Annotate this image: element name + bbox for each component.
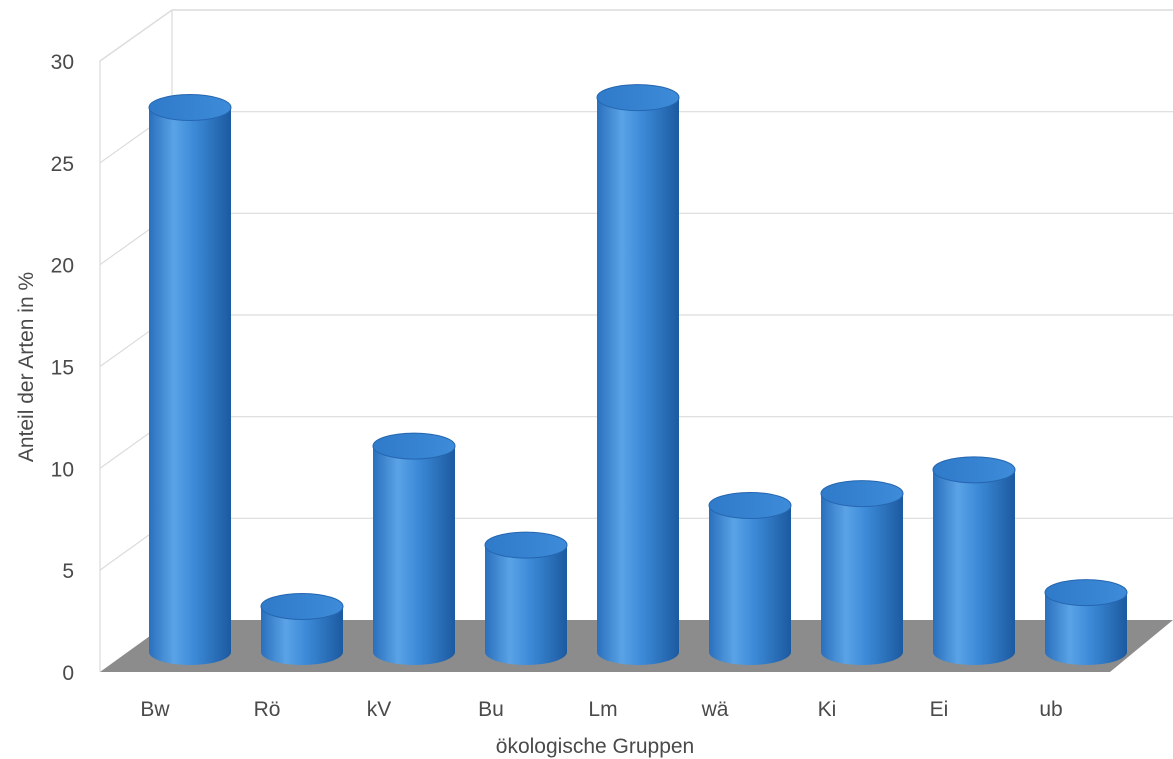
bar-body [149,107,231,665]
bar-top [932,456,1016,484]
y-tick-label: 15 [51,357,74,380]
x-tick-label: Ki [818,698,837,721]
y-tick-label: 0 [62,662,74,685]
y-axis-title: Anteil der Arten in % [15,272,38,462]
x-tick-label: Ei [930,698,949,721]
bar-top [596,84,680,112]
bar-body [1045,592,1127,665]
bar-top [372,432,456,460]
bar [820,480,904,665]
bar-top [484,531,568,559]
bars [148,84,1128,665]
bar [596,84,680,665]
bar-body [933,469,1015,665]
back-wall-top-edge [99,9,1173,62]
bar [260,592,344,665]
x-axis-ticks: Bw Rö kV Bu Lm wä Ki Ei ub [140,698,1062,721]
gridline-side [99,9,173,62]
x-tick-label: wä [701,698,729,721]
y-tick-label: 20 [51,255,74,278]
x-tick-label: Bw [140,698,170,721]
bar-top [260,592,344,620]
bar-top [820,480,904,508]
bar [1044,579,1128,665]
bar-top [1044,579,1128,607]
x-tick-label: Bu [478,698,504,721]
bar-top [148,94,232,121]
bar [932,456,1016,665]
bar [372,432,456,665]
bar [708,491,792,665]
y-tick-label: 25 [51,153,74,176]
bar-body [261,606,343,665]
bar-body [373,446,455,665]
bar [148,94,232,665]
bar-body [597,97,679,665]
y-tick-label: 10 [51,458,74,481]
y-tick-label: 30 [51,51,74,74]
bar-body [485,545,567,665]
bar [484,531,568,665]
x-tick-label: Lm [588,698,617,721]
x-tick-label: kV [367,698,392,721]
x-tick-label: Rö [254,698,281,721]
x-axis-title: ökologische Gruppen [496,735,694,758]
x-tick-label: ub [1039,698,1062,721]
y-tick-label: 5 [62,560,74,583]
bar-body [821,493,903,665]
bar-body [709,505,791,665]
bar-top [708,491,792,519]
y-axis-ticks: 0 5 10 15 20 25 30 [51,51,74,685]
